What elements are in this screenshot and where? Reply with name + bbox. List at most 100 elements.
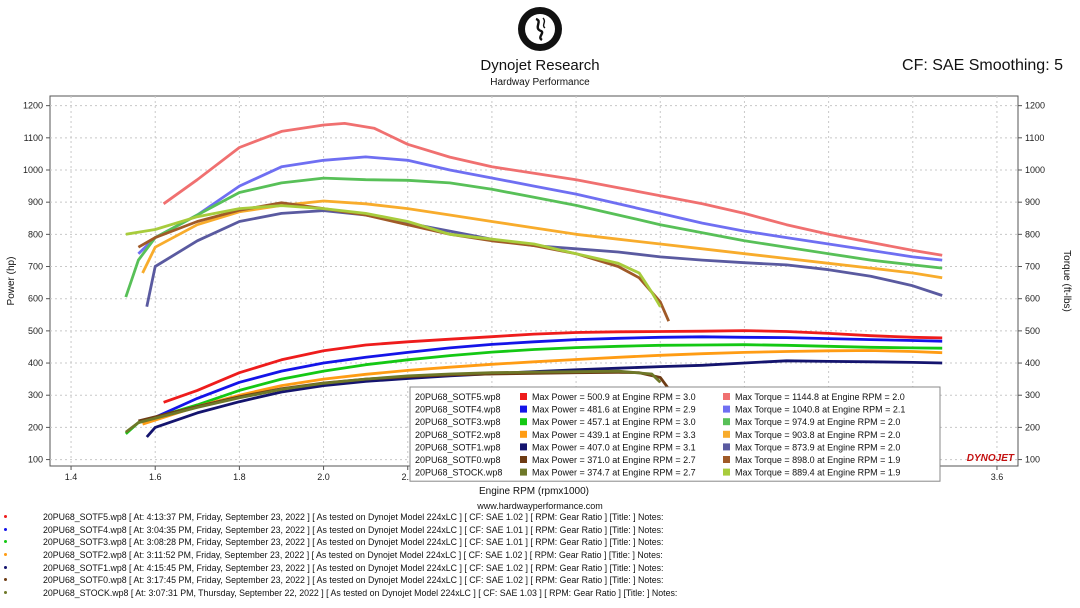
y-tick-label-right: 100 [1025, 455, 1040, 465]
legend-torque-swatch [723, 443, 730, 451]
note-row: 20PU68_SOTF0.wp8 [ At: 3:17:45 PM, Frida… [0, 574, 1080, 587]
legend-torque-swatch [723, 468, 730, 476]
correction-factor-label: CF: SAE Smoothing: 5 [902, 57, 1063, 74]
y-tick-label-left: 700 [28, 262, 43, 272]
note-text: 20PU68_SOTF2.wp8 [ At: 3:11:52 PM, Frida… [43, 550, 663, 561]
note-text: 20PU68_STOCK.wp8 [ At: 3:07:31 PM, Thurs… [43, 588, 678, 599]
legend-torque-swatch [723, 418, 730, 426]
torque-line-2 [137, 155, 943, 262]
legend-series-name: 20PU68_SOTF1.wp8 [415, 442, 501, 452]
legend-torque-label: Max Torque = 1040.8 at Engine RPM = 2.1 [735, 405, 905, 415]
power-line-3 [124, 343, 943, 435]
y-tick-label-left: 600 [28, 294, 43, 304]
y-tick-label-right: 700 [1025, 262, 1040, 272]
legend-power-label: Max Power = 457.1 at Engine RPM = 3.0 [532, 417, 696, 427]
chart-title: Dynojet Research [480, 57, 600, 74]
note-color-dot [4, 553, 7, 557]
legend-power-label: Max Power = 500.9 at Engine RPM = 3.0 [532, 392, 696, 402]
legend-power-swatch [520, 443, 527, 451]
y-tick-label-right: 600 [1025, 294, 1040, 304]
legend-torque-label: Max Torque = 873.9 at Engine RPM = 2.0 [735, 442, 900, 452]
torque-line-3 [124, 176, 943, 298]
legend-power-label: Max Power = 407.0 at Engine RPM = 3.1 [532, 442, 696, 452]
x-tick-label: 1.4 [65, 472, 78, 482]
y-tick-label-right: 400 [1025, 358, 1040, 368]
legend-torque-swatch [723, 393, 730, 400]
note-color-dot [4, 540, 7, 544]
note-row: 20PU68_SOTF3.wp8 [ At: 3:08:28 PM, Frida… [0, 536, 1080, 549]
y-tick-label-right: 800 [1025, 229, 1040, 239]
legend-series-name: 20PU68_SOTF5.wp8 [415, 392, 501, 402]
power-line-2 [146, 335, 943, 423]
y-tick-label-right: 1000 [1025, 165, 1045, 175]
y-tick-label-left: 1100 [24, 133, 43, 143]
performance-specialists-logo [517, 6, 563, 52]
power-line-4 [142, 349, 943, 426]
legend-torque-swatch [723, 456, 730, 463]
legend-series-name: 20PU68_SOTF0.wp8 [415, 455, 501, 465]
legend-power-swatch [520, 405, 527, 413]
torque-line-4 [141, 199, 943, 280]
legend-power-label: Max Power = 481.6 at Engine RPM = 2.9 [532, 405, 696, 415]
note-text: 20PU68_SOTF0.wp8 [ At: 3:17:45 PM, Frida… [43, 575, 664, 586]
legend-series-name: 20PU68_STOCK.wp8 [415, 468, 502, 478]
legend-power-swatch [520, 418, 527, 426]
note-row: 20PU68_STOCK.wp8 [ At: 3:07:31 PM, Thurs… [0, 587, 1080, 600]
note-row: 20PU68_SOTF4.wp8 [ At: 3:04:35 PM, Frida… [0, 524, 1080, 537]
note-color-dot [4, 515, 7, 518]
dyno-chart: 1.41.61.82.02.22.42.62.83.03.23.43.61001… [6, 95, 1072, 497]
legend-series-name: 20PU68_SOTF3.wp8 [415, 417, 501, 427]
chart-series [124, 122, 943, 438]
chart-subtitle: Hardway Performance [490, 77, 590, 88]
y-tick-label-left: 100 [28, 455, 43, 465]
note-text: 20PU68_SOTF5.wp8 [ At: 4:13:37 PM, Frida… [43, 512, 664, 522]
legend-torque-label: Max Torque = 898.0 at Engine RPM = 1.9 [735, 455, 900, 465]
note-color-dot [4, 527, 7, 531]
y-axis-label-left: Power (hp) [6, 257, 17, 306]
legend-power-swatch [520, 468, 527, 476]
y-tick-label-right: 500 [1025, 326, 1040, 336]
legend-series-name: 20PU68_SOTF2.wp8 [415, 430, 501, 440]
note-color-dot [4, 565, 7, 569]
y-tick-label-left: 200 [28, 422, 43, 432]
y-axis-label-right: Torque (ft-lbs) [1061, 250, 1072, 312]
legend-torque-label: Max Torque = 889.4 at Engine RPM = 1.9 [735, 468, 900, 478]
legend-box [409, 386, 941, 482]
power-line-1 [163, 329, 943, 404]
y-tick-label-right: 1200 [1025, 101, 1045, 111]
x-axis-label: Engine RPM (rpmx1000) [479, 486, 589, 497]
torque-line-6 [137, 201, 670, 322]
x-tick-label: 1.6 [149, 472, 162, 482]
y-tick-label-left: 400 [28, 358, 43, 368]
note-color-dot [4, 578, 7, 582]
legend-power-label: Max Power = 374.7 at Engine RPM = 2.7 [532, 468, 696, 478]
x-tick-label: 2.2 [401, 472, 414, 482]
y-tick-label-right: 200 [1025, 422, 1040, 432]
note-text: 20PU68_SOTF4.wp8 [ At: 3:04:35 PM, Frida… [43, 524, 664, 535]
dynojet-brand-mark: DYNOJET [967, 453, 1015, 464]
y-tick-label-left: 1200 [23, 101, 43, 111]
legend-torque-label: Max Torque = 974.9 at Engine RPM = 2.0 [735, 417, 900, 427]
note-color-dot [4, 591, 7, 595]
y-tick-label-left: 500 [28, 326, 43, 336]
legend-torque-swatch [723, 405, 730, 413]
legend-power-label: Max Power = 371.0 at Engine RPM = 2.7 [532, 455, 696, 465]
legend-torque-swatch [723, 430, 730, 438]
legend-torque-label: Max Torque = 903.8 at Engine RPM = 2.0 [735, 430, 900, 440]
y-tick-label-right: 1100 [1025, 133, 1044, 143]
x-tick-label: 3.6 [991, 472, 1004, 482]
legend-power-swatch [520, 393, 527, 400]
torque-line-7 [125, 204, 662, 308]
run-notes-list: 20PU68_SOTF5.wp8 [ At: 4:13:37 PM, Frida… [0, 511, 1080, 600]
legend-power-label: Max Power = 439.1 at Engine RPM = 3.3 [532, 430, 696, 440]
legend-series-name: 20PU68_SOTF4.wp8 [415, 405, 501, 415]
y-tick-label-left: 1000 [23, 165, 43, 175]
note-text: 20PU68_SOTF3.wp8 [ At: 3:08:28 PM, Frida… [43, 537, 664, 548]
x-tick-label: 1.8 [233, 472, 246, 482]
power-line-7 [124, 369, 662, 434]
note-row: 20PU68_SOTF1.wp8 [ At: 4:15:45 PM, Frida… [0, 562, 1080, 575]
note-row: 20PU68_SOTF5.wp8 [ At: 4:13:37 PM, Frida… [0, 511, 1080, 524]
chart-legend: 20PU68_SOTF5.wp8 Max Power = 500.9 at Eng… [409, 386, 941, 482]
note-text: 20PU68_SOTF1.wp8 [ At: 4:15:45 PM, Frida… [43, 562, 664, 573]
legend-torque-label: Max Torque = 1144.8 at Engine RPM = 2.0 [735, 392, 905, 402]
